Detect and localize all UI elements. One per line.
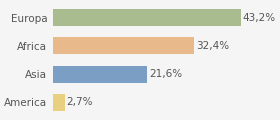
Bar bbox=[53, 9, 241, 26]
Text: 32,4%: 32,4% bbox=[196, 41, 229, 51]
Bar bbox=[53, 37, 193, 54]
Bar bbox=[53, 94, 65, 111]
Text: 2,7%: 2,7% bbox=[67, 97, 93, 107]
Text: 21,6%: 21,6% bbox=[149, 69, 182, 79]
Bar bbox=[53, 66, 147, 83]
Text: 43,2%: 43,2% bbox=[243, 13, 276, 23]
